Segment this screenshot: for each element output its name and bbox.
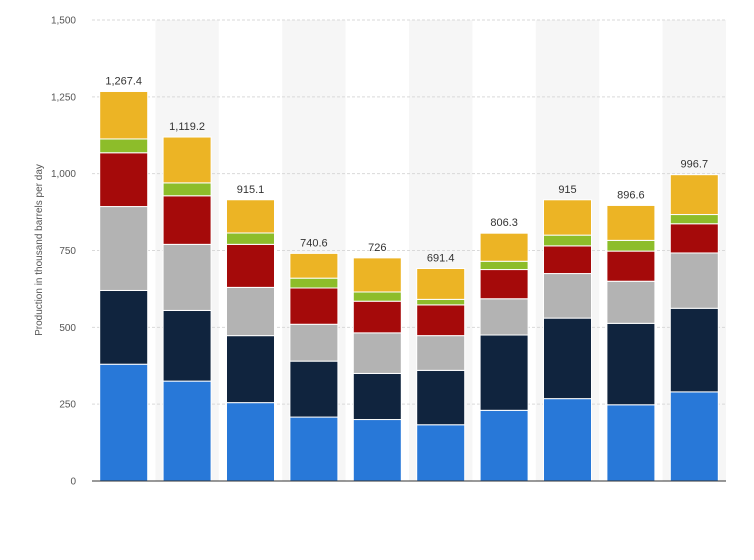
bar-segment-10-1 <box>669 391 719 482</box>
bar-segment-2-6 <box>162 136 212 184</box>
bar-segment-6-1 <box>416 424 466 482</box>
total-label-1: 1,267.4 <box>105 75 142 87</box>
bar-segment-7-4 <box>479 269 529 300</box>
bar-segment-7-6 <box>479 232 529 262</box>
bar-stack-3 <box>226 199 275 482</box>
bar-segment-2-3 <box>162 243 212 311</box>
bar-segment-7-1 <box>479 409 529 482</box>
bar-segment-3-5 <box>226 232 275 245</box>
bar-stack-5 <box>352 257 402 482</box>
total-label-4: 740.6 <box>300 237 328 249</box>
bar-segment-10-3 <box>669 252 719 309</box>
bar-segment-3-4 <box>226 243 275 288</box>
bar-segment-6-6 <box>416 268 466 300</box>
bar-segment-5-4 <box>352 300 402 334</box>
bar-segment-9-6 <box>606 204 656 241</box>
bar-segment-4-2 <box>289 360 339 418</box>
bar-segment-6-3 <box>416 335 466 371</box>
bar-segment-5-1 <box>352 419 402 482</box>
bar-segment-8-4 <box>543 245 592 275</box>
y-tick-label-250: 250 <box>59 400 76 411</box>
bar-segment-2-5 <box>162 182 212 197</box>
y-tick-label-1500: 1,500 <box>51 16 76 27</box>
y-tick-label-1250: 1,250 <box>51 92 76 103</box>
total-label-6: 691.4 <box>427 253 455 265</box>
bar-segment-10-2 <box>669 307 719 393</box>
bar-stack-7 <box>479 232 529 482</box>
bar-segment-1-6 <box>99 90 149 140</box>
bar-segment-9-1 <box>606 404 656 482</box>
y-tick-label-500: 500 <box>59 323 76 334</box>
bar-segment-4-6 <box>289 252 339 279</box>
bar-segment-2-1 <box>162 380 212 482</box>
bar-stack-9 <box>606 204 656 482</box>
total-labels: 1,267.4 1,119.2 915.1 740.6 726 691.4 806.3 915… <box>105 75 708 264</box>
bar-segment-5-6 <box>352 257 402 293</box>
y-axis-ticks: 0 250 500 750 1,000 1,250 1,500 <box>51 16 76 488</box>
y-axis-label: Production in thousand barrels per day <box>34 164 45 336</box>
bar-segment-2-2 <box>162 309 212 382</box>
bar-segment-3-6 <box>226 199 275 234</box>
bar-segment-4-5 <box>289 277 339 289</box>
total-label-7: 806.3 <box>490 217 518 229</box>
bar-segment-1-1 <box>99 363 149 482</box>
total-label-10: 996.7 <box>681 159 709 171</box>
bar-segment-6-5 <box>416 298 466 306</box>
bar-segment-8-3 <box>543 273 592 319</box>
bar-segment-9-5 <box>606 239 656 252</box>
bar-segment-5-2 <box>352 372 402 421</box>
bar-segment-6-2 <box>416 369 466 426</box>
bar-stack-6 <box>416 268 466 482</box>
bar-segment-4-4 <box>289 287 339 325</box>
bar-segment-1-2 <box>99 289 149 365</box>
bar-stack-2 <box>162 136 212 482</box>
bar-stack-4 <box>289 252 339 482</box>
total-label-8: 915 <box>558 184 576 196</box>
bar-segment-9-2 <box>606 322 656 406</box>
bar-stacks <box>99 90 719 482</box>
bar-segment-8-6 <box>543 199 592 236</box>
total-label-2: 1,119.2 <box>169 121 205 133</box>
total-label-5: 726 <box>368 242 386 254</box>
bar-segment-1-5 <box>99 138 149 154</box>
bar-segment-7-5 <box>479 260 529 271</box>
bar-segment-3-3 <box>226 286 275 337</box>
bar-segment-5-3 <box>352 332 402 374</box>
bar-stack-8 <box>543 199 592 482</box>
y-tick-label-750: 750 <box>59 246 76 257</box>
bar-segment-8-1 <box>543 398 592 482</box>
y-tick-label-0: 0 <box>70 477 76 488</box>
bar-segment-4-1 <box>289 416 339 482</box>
bar-segment-3-1 <box>226 402 275 482</box>
bar-segment-7-3 <box>479 298 529 336</box>
bar-segment-9-3 <box>606 280 656 324</box>
bar-segment-2-4 <box>162 195 212 245</box>
bar-segment-1-3 <box>99 206 149 291</box>
bar-segment-6-4 <box>416 304 466 337</box>
y-tick-label-1000: 1,000 <box>51 169 76 180</box>
bar-segment-8-5 <box>543 234 592 247</box>
bar-segment-10-6 <box>669 174 719 216</box>
bar-segment-9-4 <box>606 250 656 282</box>
bar-segment-7-2 <box>479 334 529 411</box>
bar-stack-10 <box>669 174 719 482</box>
total-label-9: 896.6 <box>617 189 645 201</box>
bar-segment-3-2 <box>226 335 275 404</box>
bar-segment-10-4 <box>669 223 719 254</box>
total-label-3: 915.1 <box>237 184 265 196</box>
bar-segment-5-5 <box>352 291 402 302</box>
bar-segment-1-4 <box>99 152 149 208</box>
bar-stack-1 <box>99 90 149 482</box>
bar-segment-8-2 <box>543 317 592 400</box>
bar-segment-4-3 <box>289 323 339 362</box>
bar-segment-10-5 <box>669 214 719 225</box>
